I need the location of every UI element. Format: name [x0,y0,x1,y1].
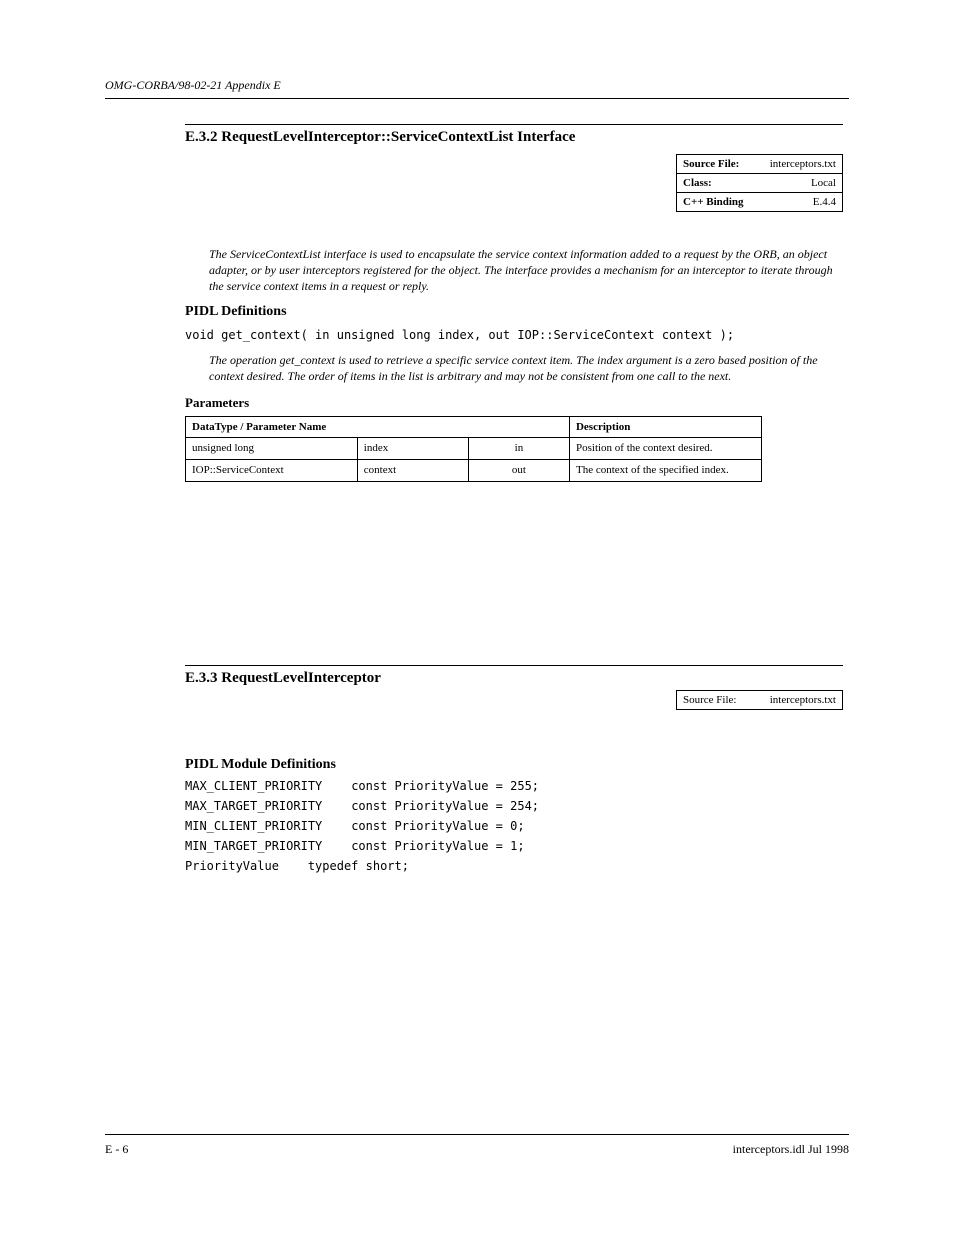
table-row: unsigned long index in Position of the c… [186,438,762,460]
section-2-body: PIDL Module Definitions MAX_CLIENT_PRIOR… [185,757,843,873]
module-item-ref: const PriorityValue = 0; [351,819,524,833]
param-inout: in [468,438,569,460]
module-item-ref: const PriorityValue = 254; [351,799,539,813]
section-2-infobox: Source File: interceptors.txt [676,690,843,710]
interface-description: The ServiceContextList interface is used… [209,246,843,295]
module-item-label: MIN_TARGET_PRIORITY [185,839,322,853]
module-item: MIN_CLIENT_PRIORITY const PriorityValue … [185,819,843,833]
module-item-ref: const PriorityValue = 255; [351,779,539,793]
section-1-infobox: Source File: interceptors.txt Class: Loc… [676,154,843,212]
table-header-row: DataType / Parameter Name Description [186,416,762,438]
section-2-rule [185,665,843,666]
footer-page-number: E - 6 [105,1142,128,1157]
module-item-ref: const PriorityValue = 1; [351,839,524,853]
th-datatype: DataType / Parameter Name [186,416,570,438]
section-1-rule [185,124,843,125]
section-1: E.3.2 RequestLevelInterceptor::ServiceCo… [185,124,843,482]
infobox-source-label: Source File: [683,158,739,170]
infobox2-source-label: Source File: [683,694,736,706]
module-item-label: MIN_CLIENT_PRIORITY [185,819,322,833]
infobox-comment-label: C++ Binding [683,196,744,208]
module-item-label: MAX_CLIENT_PRIORITY [185,779,322,793]
footer: E - 6 interceptors.idl Jul 1998 [105,1142,849,1157]
section-1-title: E.3.2 RequestLevelInterceptor::ServiceCo… [185,129,843,146]
footer-rule [105,1134,849,1135]
section-2: E.3.3 RequestLevelInterceptor Source Fil… [185,665,843,879]
param-name: context [357,460,468,482]
header-rule [105,98,849,99]
infobox-row-class: Class: Local [677,174,842,193]
table-row: IOP::ServiceContext context out The cont… [186,460,762,482]
infobox-class-value: Local [811,177,836,189]
infobox-comment-value: E.4.4 [813,196,836,208]
infobox-class-label: Class: [683,177,712,189]
param-desc: The context of the specified index. [569,460,761,482]
section-2-title: E.3.3 RequestLevelInterceptor [185,670,843,687]
infobox-source-value: interceptors.txt [770,158,836,170]
infobox2-row-source: Source File: interceptors.txt [677,691,842,709]
infobox-row-comment: C++ Binding E.4.4 [677,193,842,211]
infobox-row-source: Source File: interceptors.txt [677,155,842,174]
module-item-ref: typedef short; [308,859,409,873]
param-type: unsigned long [186,438,358,460]
param-inout: out [468,460,569,482]
module-definitions-header: PIDL Module Definitions [185,757,843,773]
module-item: MAX_TARGET_PRIORITY const PriorityValue … [185,799,843,813]
module-item: MAX_CLIENT_PRIORITY const PriorityValue … [185,779,843,793]
module-item: PriorityValue typedef short; [185,859,843,873]
infobox2-source-value: interceptors.txt [770,694,836,706]
pidl-definitions-header: PIDL Definitions [185,303,843,322]
section-1-body: The ServiceContextList interface is used… [185,246,843,482]
method-description: The operation get_context is used to ret… [209,352,843,384]
module-item: MIN_TARGET_PRIORITY const PriorityValue … [185,839,843,853]
footer-right: interceptors.idl Jul 1998 [733,1142,849,1157]
parameters-table: DataType / Parameter Name Description un… [185,416,762,483]
param-desc: Position of the context desired. [569,438,761,460]
param-type: IOP::ServiceContext [186,460,358,482]
module-item-label: PriorityValue [185,859,279,873]
th-description: Description [569,416,761,438]
module-item-label: MAX_TARGET_PRIORITY [185,799,322,813]
header-text: OMG-CORBA/98-02-21 Appendix E [105,78,281,93]
param-name: index [357,438,468,460]
method-signature: void get_context( in unsigned long index… [185,327,843,343]
parameters-header: Parameters [185,394,843,412]
